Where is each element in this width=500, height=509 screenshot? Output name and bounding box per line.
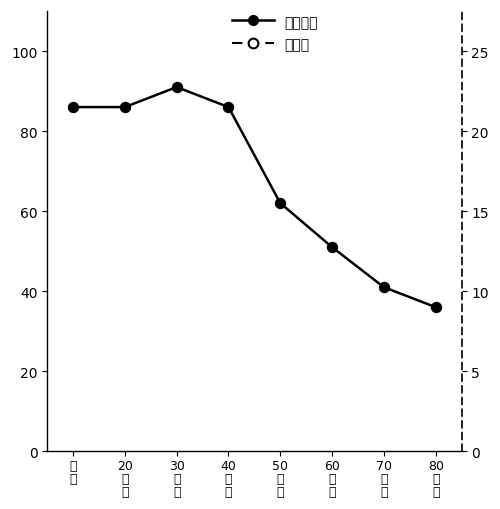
Legend: 書字問題, 点数え: 書字問題, 点数え [226,10,324,58]
